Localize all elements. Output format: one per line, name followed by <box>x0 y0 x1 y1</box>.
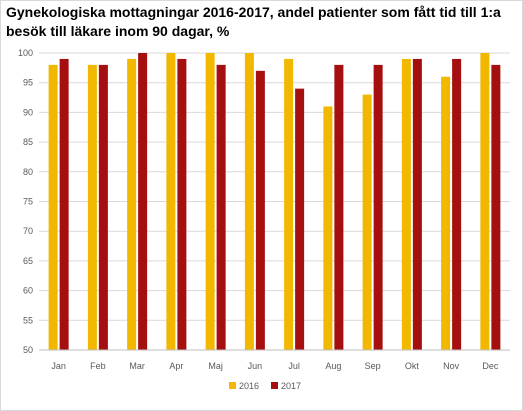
x-tick-label: Maj <box>208 361 223 371</box>
bars <box>48 53 501 351</box>
y-axis: 50 55 60 65 70 75 80 85 90 95 100 <box>18 48 33 355</box>
x-tick-label: Jan <box>51 361 66 371</box>
y-tick-label: 60 <box>23 286 33 296</box>
bar-2017-dec <box>491 64 501 350</box>
bar-2017-maj <box>216 64 226 350</box>
gridlines <box>39 52 510 351</box>
legend: 2016 2017 <box>229 381 301 391</box>
bar-2016-sep <box>362 94 372 350</box>
x-tick-label: Jul <box>288 361 300 371</box>
y-tick-label: 100 <box>18 48 33 58</box>
y-tick-label: 50 <box>23 345 33 355</box>
x-tick-label: Nov <box>443 361 460 371</box>
x-tick-label: Feb <box>90 361 106 371</box>
bar-2017-aug <box>334 64 344 350</box>
bar-2017-jan <box>59 58 69 350</box>
bar-2016-jan <box>48 64 58 350</box>
bar-2017-nov <box>452 58 462 350</box>
bar-2017-okt <box>412 58 422 350</box>
bar-2016-maj <box>205 53 215 350</box>
legend-label: 2016 <box>239 381 259 391</box>
legend-swatch-2017 <box>271 382 278 389</box>
x-tick-label: Jun <box>248 361 263 371</box>
bar-2017-sep <box>373 64 383 350</box>
y-tick-label: 95 <box>23 78 33 88</box>
x-tick-label: Aug <box>325 361 341 371</box>
bar-2016-nov <box>441 76 451 350</box>
bar-2016-mar <box>127 58 137 350</box>
x-tick-label: Dec <box>482 361 499 371</box>
y-tick-label: 55 <box>23 315 33 325</box>
x-tick-label: Sep <box>365 361 381 371</box>
bar-2016-dec <box>480 53 490 350</box>
x-tick-label: Mar <box>129 361 145 371</box>
bar-2016-okt <box>401 58 411 350</box>
bar-2016-aug <box>323 106 333 351</box>
chart-title: Gynekologiska mottagningar 2016-2017, an… <box>6 4 501 39</box>
y-tick-label: 90 <box>23 107 33 117</box>
x-tick-label: Apr <box>169 361 183 371</box>
x-axis: Jan Feb Mar Apr Maj Jun Jul Aug Sep Okt Nov Dec <box>39 349 510 371</box>
bar-2016-apr <box>166 53 176 350</box>
y-tick-label: 85 <box>23 137 33 147</box>
bar-2017-mar <box>138 53 148 350</box>
bar-2017-jul <box>295 88 305 350</box>
bar-2017-apr <box>177 58 187 350</box>
y-tick-label: 80 <box>23 167 33 177</box>
y-tick-label: 70 <box>23 226 33 236</box>
bar-2016-feb <box>87 64 97 350</box>
x-tick-label: Okt <box>405 361 420 371</box>
legend-swatch-2016 <box>229 382 236 389</box>
y-tick-label: 75 <box>23 197 33 207</box>
bar-2016-jul <box>284 58 294 350</box>
legend-label: 2017 <box>281 381 301 391</box>
y-tick-label: 65 <box>23 256 33 266</box>
bar-2017-feb <box>98 64 108 350</box>
bar-2016-jun <box>244 53 254 350</box>
bar-2017-jun <box>255 70 265 350</box>
